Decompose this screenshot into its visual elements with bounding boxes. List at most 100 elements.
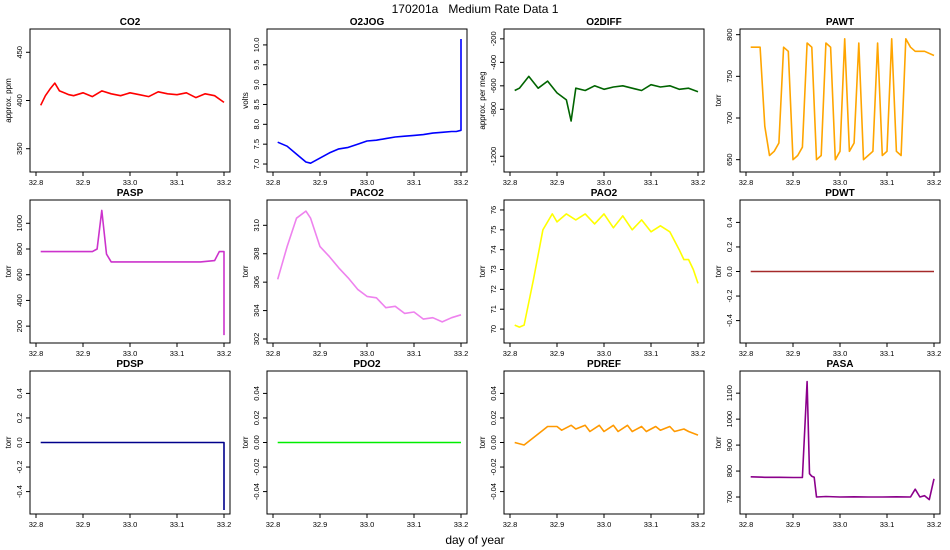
y-tick-label: 308 (252, 247, 261, 260)
panel-title: PASP (117, 188, 144, 199)
y-tick-label: 8.5 (252, 99, 261, 109)
y-tick-label: 306 (252, 276, 261, 289)
y-axis-label: torr (241, 436, 250, 448)
y-tick-label: 0.4 (15, 388, 24, 398)
y-tick-label: 0.02 (489, 411, 498, 426)
y-tick-label: 0.0 (15, 437, 24, 447)
y-tick-label: 800 (725, 28, 734, 41)
x-tick-label: 32.9 (76, 520, 91, 529)
y-tick-label: 0.2 (725, 242, 734, 252)
y-tick-label: -0.4 (725, 314, 734, 327)
x-tick-label: 32.8 (29, 178, 44, 187)
plot-frame (503, 28, 705, 173)
panel-pao2: PAO2 torr 32.8 32.9 33.0 33.1 33.2 70 71 72 73 74 75… (478, 188, 705, 358)
x-tick-label: 33.1 (644, 178, 659, 187)
x-tick-label: 33.1 (880, 520, 895, 529)
panel-title: PASA (826, 359, 853, 370)
x-tick-label: 33.0 (833, 178, 848, 187)
y-tick-label: -0.4 (15, 485, 24, 498)
x-tick-label: 32.8 (739, 520, 754, 529)
x-tick-label: 33.1 (880, 178, 895, 187)
y-tick-label: -0.2 (725, 290, 734, 303)
x-tick-label: 33.2 (691, 349, 706, 358)
panel-title: O2JOG (350, 17, 385, 28)
y-tick-label: 0.2 (15, 413, 24, 423)
x-tick-label: 33.2 (454, 178, 469, 187)
y-tick-label: 650 (725, 153, 734, 166)
x-tick-label: 33.1 (407, 520, 422, 529)
y-tick-label: -600 (489, 78, 498, 93)
x-tick-label: 32.9 (550, 520, 565, 529)
x-tick-label: 32.8 (266, 520, 281, 529)
y-tick-label: 302 (252, 333, 261, 346)
y-tick-label: 200 (15, 320, 24, 333)
plot-frame (29, 199, 231, 344)
y-axis-label: approx. ppm (4, 78, 13, 123)
x-tick-label: 32.9 (313, 178, 328, 187)
x-tick-label: 32.9 (313, 349, 328, 358)
y-tick-label: 800 (15, 243, 24, 256)
x-tick-label: 33.0 (123, 178, 138, 187)
panel-title: PAO2 (591, 188, 618, 199)
panel-pasp: PASP torr 32.8 32.9 33.0 33.1 33.2 200 400 600 800… (4, 188, 231, 358)
x-tick-label: 33.2 (927, 178, 942, 187)
x-tick-label: 33.1 (644, 520, 659, 529)
y-tick-label: 0.00 (252, 435, 261, 450)
panel-pawt: PAWT torr 32.8 32.9 33.0 33.1 33.2 650 700 750 800 (714, 17, 941, 187)
x-tick-label: 32.8 (29, 520, 44, 529)
y-tick-label: 73 (489, 265, 498, 273)
x-tick-label: 32.8 (503, 178, 518, 187)
figure-title: 170201a Medium Rate Data 1 (391, 2, 559, 16)
x-tick-label: 33.0 (360, 178, 375, 187)
x-tick-label: 33.2 (217, 349, 232, 358)
y-axis-label: volts (241, 92, 250, 108)
y-tick-label: 900 (725, 439, 734, 452)
y-axis-label: torr (714, 436, 723, 448)
y-tick-label: -0.2 (15, 461, 24, 474)
y-tick-label: -200 (489, 31, 498, 46)
y-tick-label: 350 (15, 142, 24, 155)
panel-title: PDSP (116, 359, 144, 370)
panel-o2jog: O2JOG volts 32.8 32.9 33.0 33.1 33.2 7.0 7.5 8.0 8… (241, 17, 468, 187)
x-tick-label: 32.9 (313, 520, 328, 529)
x-tick-label: 33.2 (217, 178, 232, 187)
y-tick-label: -0.04 (252, 483, 261, 500)
panel-pdo2: PDO2 torr 32.8 32.9 33.0 33.1 33.2 -0.04 -0.02 0.… (241, 359, 468, 529)
series-line (40, 209, 225, 336)
y-tick-label: -0.04 (489, 483, 498, 500)
x-tick-label: 33.2 (454, 349, 469, 358)
x-tick-label: 32.8 (739, 178, 754, 187)
panel-pdref: PDREF torr 32.8 32.9 33.0 33.1 33.2 -0.04 -0.02 0… (478, 359, 705, 529)
x-tick-label: 33.1 (170, 178, 185, 187)
x-tick-label: 33.0 (833, 520, 848, 529)
series-line (39, 82, 225, 106)
y-tick-label: 600 (15, 268, 24, 281)
plot-frame (266, 199, 468, 344)
panel-pdwt: PDWT torr 32.8 32.9 33.0 33.1 33.2 -0.4 -0.2 0.0 0… (714, 188, 941, 358)
x-tick-label: 33.1 (170, 520, 185, 529)
y-tick-label: 7.5 (252, 139, 261, 149)
x-tick-label: 33.0 (360, 520, 375, 529)
y-tick-label: 1000 (15, 215, 24, 232)
y-axis-label: torr (4, 436, 13, 448)
y-tick-label: 75 (489, 226, 498, 234)
y-axis-label: torr (241, 265, 250, 277)
y-tick-label: 71 (489, 305, 498, 313)
x-tick-label: 33.2 (217, 520, 232, 529)
panel-title: PDREF (587, 359, 621, 370)
y-tick-label: 310 (252, 219, 261, 232)
panel-o2diff: O2DIFF approx. per meg 32.8 32.9 33.0 33.1 33.… (478, 17, 705, 187)
plot-frame (29, 28, 231, 173)
x-tick-label: 33.0 (123, 349, 138, 358)
y-tick-label: 0.04 (252, 386, 261, 401)
x-tick-label: 33.2 (454, 520, 469, 529)
y-tick-label: -0.02 (252, 458, 261, 475)
panel-paco2: PACO2 torr 32.8 32.9 33.0 33.1 33.2 302 304 306 30… (241, 188, 468, 358)
x-tick-label: 32.9 (786, 520, 801, 529)
panel-title: O2DIFF (586, 17, 622, 28)
series-line (40, 441, 225, 510)
panel-pasa: PASA torr 32.8 32.9 33.0 33.1 33.2 700 800 900 100… (714, 359, 941, 529)
y-tick-label: 700 (725, 112, 734, 125)
x-tick-label: 33.0 (597, 349, 612, 358)
series-line (277, 39, 462, 164)
